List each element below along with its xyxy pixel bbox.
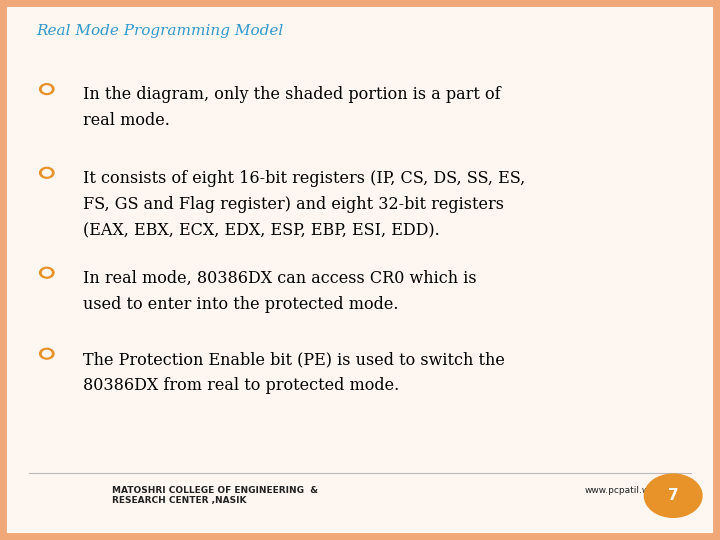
Text: The Protection Enable bit (PE) is used to switch the: The Protection Enable bit (PE) is used t…: [83, 351, 505, 368]
Text: (EAX, EBX, ECX, EDX, ESP, EBP, ESI, EDD).: (EAX, EBX, ECX, EDX, ESP, EBP, ESI, EDD)…: [83, 222, 439, 239]
Text: In the diagram, only the shaded portion is a part of: In the diagram, only the shaded portion …: [83, 86, 500, 103]
Circle shape: [42, 269, 51, 276]
Text: real mode.: real mode.: [83, 112, 170, 129]
Circle shape: [40, 348, 54, 359]
Circle shape: [42, 350, 51, 357]
Text: 80386DX from real to protected mode.: 80386DX from real to protected mode.: [83, 377, 399, 394]
Text: MATOSHRI COLLEGE OF ENGINEERING  &
RESEARCH CENTER ,NASIK: MATOSHRI COLLEGE OF ENGINEERING & RESEAR…: [112, 486, 318, 505]
Text: FS, GS and Flag register) and eight 32-bit registers: FS, GS and Flag register) and eight 32-b…: [83, 196, 504, 213]
Text: 7: 7: [668, 488, 678, 503]
Circle shape: [42, 170, 51, 176]
Circle shape: [644, 474, 702, 517]
Circle shape: [40, 267, 54, 278]
Circle shape: [40, 84, 54, 94]
Text: Real Mode Programming Model: Real Mode Programming Model: [36, 24, 283, 38]
Circle shape: [40, 167, 54, 178]
Text: In real mode, 80386DX can access CR0 which is: In real mode, 80386DX can access CR0 whi…: [83, 270, 477, 287]
Text: www.pcpatil.webs.com: www.pcpatil.webs.com: [584, 486, 688, 495]
Text: used to enter into the protected mode.: used to enter into the protected mode.: [83, 296, 398, 313]
Circle shape: [42, 86, 51, 92]
Text: It consists of eight 16-bit registers (IP, CS, DS, SS, ES,: It consists of eight 16-bit registers (I…: [83, 170, 525, 187]
